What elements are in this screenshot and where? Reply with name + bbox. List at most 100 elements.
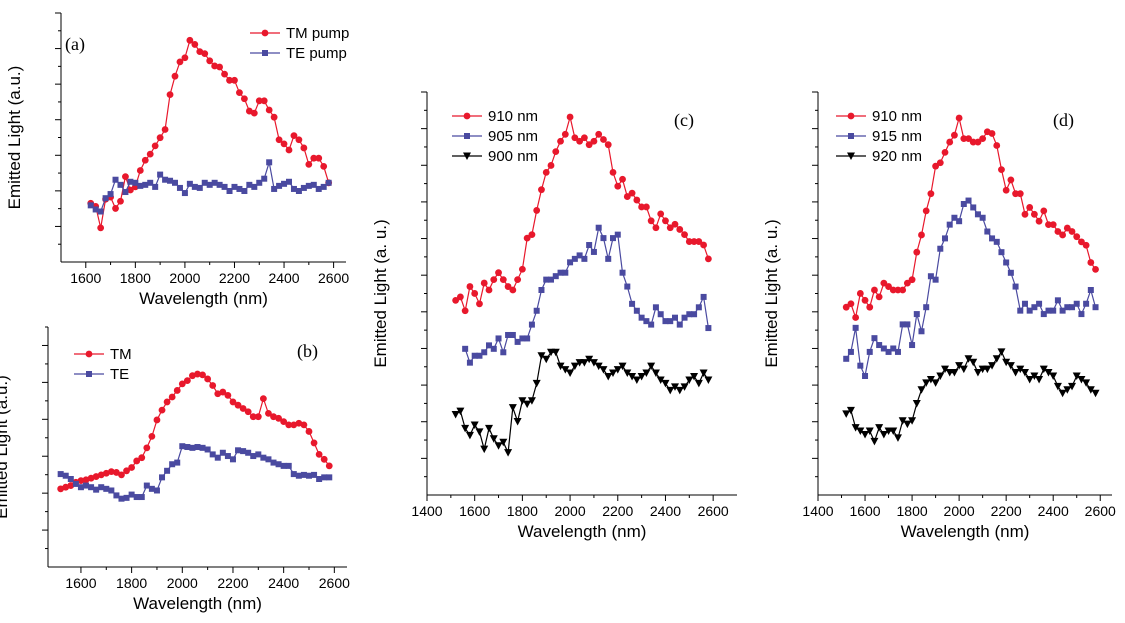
data-point <box>903 279 911 287</box>
data-point <box>259 395 267 403</box>
x-tick-label: 2600 <box>1085 503 1116 519</box>
data-point <box>993 142 1001 149</box>
data-point <box>847 300 855 308</box>
legend-entry: 910 nm <box>836 108 922 125</box>
data-point <box>480 279 488 287</box>
data-point <box>300 471 307 478</box>
data-point <box>527 397 536 405</box>
data-point <box>705 325 712 332</box>
data-point <box>955 114 963 122</box>
y-axis-title: Emitted Light (a. u.) <box>762 219 781 367</box>
data-point <box>1078 311 1085 318</box>
data-point <box>153 416 161 424</box>
chart-panel-3: 1400 1600 1800 2000 2200 2400 2600 Wavelength (… <box>371 91 737 541</box>
data-point <box>893 434 902 442</box>
data-point <box>609 168 617 176</box>
data-point <box>1059 231 1067 239</box>
data-point <box>548 276 554 283</box>
data-point <box>1092 304 1099 311</box>
data-point <box>326 474 333 481</box>
x-tick-label: 2400 <box>1038 503 1069 519</box>
data-point <box>505 331 512 338</box>
data-point <box>969 358 978 367</box>
data-point <box>1040 207 1048 215</box>
legend-marker <box>847 152 855 160</box>
data-point <box>518 265 526 273</box>
data-point <box>234 401 242 409</box>
x-tick-label: 1600 <box>849 503 880 519</box>
data-point <box>656 376 665 384</box>
data-point <box>57 471 64 478</box>
data-point <box>880 345 887 352</box>
data-point <box>628 373 637 381</box>
legend-label: 900 nm <box>488 148 538 165</box>
data-point <box>561 130 569 138</box>
data-point <box>173 387 181 394</box>
legend-marker <box>463 112 471 120</box>
data-point <box>241 188 248 194</box>
data-point <box>276 182 283 189</box>
legend-entry: TM <box>74 346 132 363</box>
data-point <box>913 248 921 256</box>
legend-entry: TE <box>74 366 129 383</box>
data-point <box>320 183 327 190</box>
x-tick-label: 1800 <box>897 503 928 519</box>
data-point <box>889 427 898 436</box>
legend-marker <box>261 29 269 37</box>
data-point <box>265 456 272 463</box>
data-point <box>224 391 232 399</box>
data-point <box>92 206 99 213</box>
legend-label: TE <box>110 366 129 383</box>
data-point <box>528 231 536 239</box>
data-point <box>156 134 164 142</box>
data-point <box>470 421 479 429</box>
data-point <box>266 159 273 166</box>
data-point <box>946 221 953 228</box>
y-axis-title: Emitted Light (a.u.) <box>5 66 24 210</box>
x-tick-label: 1800 <box>507 503 538 519</box>
data-point <box>485 286 493 294</box>
x-tick-label: 2600 <box>698 503 729 519</box>
series-line <box>845 350 1096 444</box>
series-te <box>57 443 333 502</box>
data-point <box>499 438 508 447</box>
data-point <box>865 427 874 436</box>
data-point <box>523 400 532 409</box>
data-point <box>83 482 90 489</box>
legend-marker <box>848 133 854 139</box>
data-point <box>476 300 483 308</box>
data-point <box>567 259 574 266</box>
data-point <box>255 97 263 105</box>
data-point <box>643 318 650 325</box>
x-tick-label: 2600 <box>319 575 350 591</box>
data-point <box>695 304 702 311</box>
data-point <box>965 197 972 204</box>
data-point <box>894 348 901 355</box>
data-point <box>875 293 883 301</box>
data-point <box>102 195 109 202</box>
x-axis-title: Wavelength (nm) <box>518 522 647 541</box>
data-point <box>613 366 622 374</box>
data-point <box>456 293 464 301</box>
data-point <box>157 171 164 178</box>
data-point <box>123 467 130 475</box>
data-point <box>898 417 907 425</box>
data-point <box>690 238 698 245</box>
data-point <box>254 413 262 421</box>
x-tick-label: 1600 <box>65 575 96 591</box>
data-point <box>552 273 559 280</box>
data-point <box>890 345 897 352</box>
data-point <box>1054 297 1061 304</box>
data-point <box>300 144 308 152</box>
data-point <box>1049 372 1058 380</box>
data-point <box>880 279 888 287</box>
data-point <box>62 472 69 479</box>
data-point <box>605 255 612 262</box>
data-point <box>152 183 159 190</box>
data-point <box>320 455 328 463</box>
data-point <box>485 424 493 433</box>
data-point <box>974 138 982 146</box>
data-point <box>97 224 105 232</box>
data-point <box>280 140 288 148</box>
